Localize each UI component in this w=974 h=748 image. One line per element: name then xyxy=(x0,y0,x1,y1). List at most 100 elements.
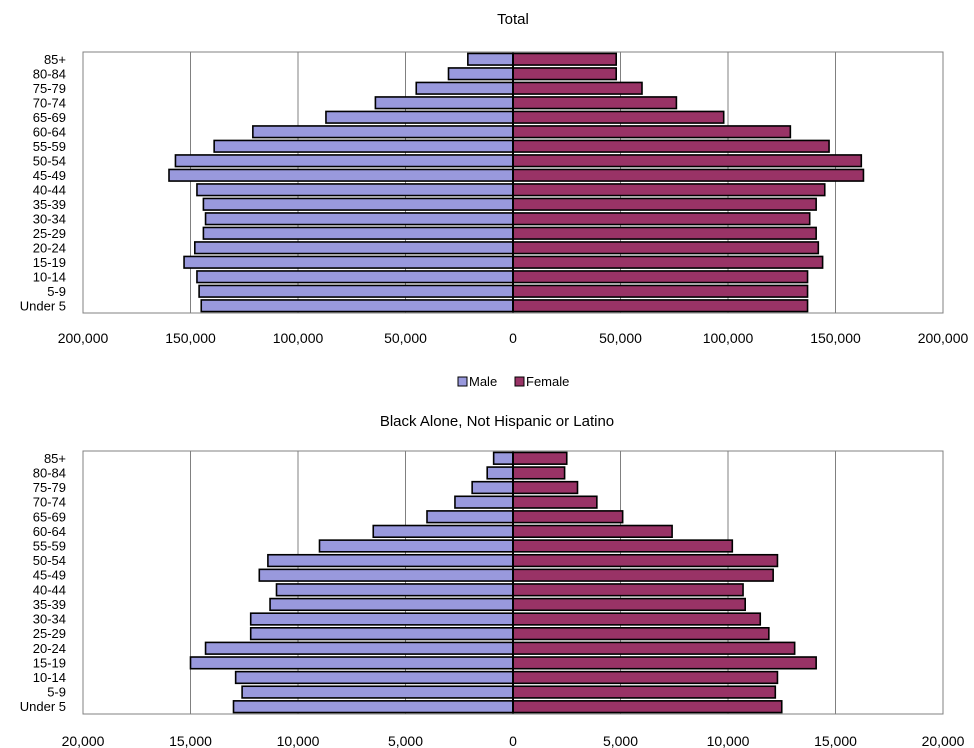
age-group-label: 85+ xyxy=(44,52,66,67)
bar-male xyxy=(213,139,514,153)
bar-female xyxy=(512,626,770,641)
age-group-label: 10-14 xyxy=(33,269,66,284)
bar-male xyxy=(232,700,514,714)
age-group-label: 55-59 xyxy=(33,139,66,154)
bar-female xyxy=(512,139,830,153)
bar-male xyxy=(325,110,514,124)
bar-female xyxy=(512,212,811,226)
age-group-label: Under 5 xyxy=(20,298,66,313)
legend-swatch-female xyxy=(514,376,525,387)
bar-female xyxy=(512,284,809,298)
bar-female xyxy=(512,641,796,655)
bar-male xyxy=(198,284,514,298)
age-group-label: 10-14 xyxy=(33,670,66,685)
age-group-label: 75-79 xyxy=(33,81,66,96)
age-group-label: 45-49 xyxy=(33,168,66,183)
chart-title-black-alone: Black Alone, Not Hispanic or Latino xyxy=(380,413,614,430)
age-group-label: 30-34 xyxy=(33,211,66,226)
bar-female xyxy=(512,270,809,284)
bar-female xyxy=(512,451,568,465)
age-group-label: 20-24 xyxy=(33,240,66,255)
x-tick-label: 5,000 xyxy=(388,733,423,748)
bars xyxy=(168,52,865,313)
bar-female xyxy=(512,110,725,124)
legend-swatch-male xyxy=(457,376,468,387)
age-group-labels: Under 55-910-1415-1920-2425-2930-3435-39… xyxy=(20,52,66,314)
bar-female xyxy=(512,299,809,313)
age-group-label: 20-24 xyxy=(33,641,66,656)
x-tick-label: 20,000 xyxy=(922,733,965,748)
age-group-label: 40-44 xyxy=(33,182,66,197)
age-group-label: 5-9 xyxy=(47,685,66,700)
bar-male xyxy=(374,96,514,110)
bar-male xyxy=(426,510,514,524)
x-tick-label: 10,000 xyxy=(277,733,320,748)
age-group-label: 65-69 xyxy=(33,509,66,524)
age-group-label: 25-29 xyxy=(33,226,66,241)
bar-female xyxy=(512,568,774,582)
bar-female xyxy=(512,125,792,139)
bar-male xyxy=(204,641,514,655)
bar-female xyxy=(512,226,817,240)
age-group-label: 25-29 xyxy=(33,626,66,641)
bar-female xyxy=(512,612,762,626)
bar-female xyxy=(512,52,617,66)
bar-male xyxy=(234,670,514,685)
bar-male xyxy=(467,52,514,66)
x-tick-label: 100,000 xyxy=(273,330,324,346)
bar-male xyxy=(492,451,514,465)
black-alone-pyramid-chart: Black Alone, Not Hispanic or Latino Unde… xyxy=(20,413,965,748)
bar-female xyxy=(512,96,678,110)
bar-male xyxy=(267,553,514,568)
age-group-label: 35-39 xyxy=(33,597,66,612)
age-group-label: 80-84 xyxy=(33,66,66,81)
bar-female xyxy=(512,700,783,714)
bar-female xyxy=(512,168,865,182)
chart-title-total: Total xyxy=(497,11,529,28)
bar-female xyxy=(512,553,779,568)
bar-male xyxy=(252,125,514,139)
bar-female xyxy=(512,670,779,685)
bar-male xyxy=(486,466,514,480)
bar-male xyxy=(241,685,514,699)
age-group-label: 85+ xyxy=(44,451,66,466)
bar-male xyxy=(249,626,514,641)
bar-male xyxy=(275,583,514,597)
age-group-label: 15-19 xyxy=(33,255,66,270)
x-tick-label: 0 xyxy=(509,330,517,346)
x-tick-label: 150,000 xyxy=(165,330,216,346)
bar-female xyxy=(512,685,777,699)
age-group-label: 15-19 xyxy=(33,655,66,670)
total-pyramid-chart: Total Under 55-910-1415-1920-2425-2930-3… xyxy=(20,11,969,346)
bar-female xyxy=(512,656,817,670)
x-tick-label: 200,000 xyxy=(58,330,109,346)
x-tick-label: 50,000 xyxy=(599,330,642,346)
bar-male xyxy=(454,495,514,509)
age-group-label: 80-84 xyxy=(33,465,66,480)
bar-female xyxy=(512,81,643,95)
bar-male xyxy=(183,255,514,269)
bar-male xyxy=(174,154,514,168)
bar-female xyxy=(512,466,566,480)
age-group-label: 30-34 xyxy=(33,612,66,627)
bar-male xyxy=(318,539,514,553)
age-group-label: 70-74 xyxy=(33,495,66,510)
bar-male xyxy=(258,568,514,582)
bars xyxy=(189,451,817,714)
bar-female xyxy=(512,255,824,269)
age-group-label: 45-49 xyxy=(33,568,66,583)
bar-female xyxy=(512,583,744,597)
bar-female xyxy=(512,480,579,495)
bar-male xyxy=(471,480,514,495)
age-group-label: 55-59 xyxy=(33,538,66,553)
bar-male xyxy=(196,270,514,284)
legend-label-female: Female xyxy=(526,374,569,389)
plot-area-border xyxy=(82,51,944,314)
x-tick-label: 15,000 xyxy=(814,733,857,748)
bar-female xyxy=(512,241,820,255)
bar-male xyxy=(202,197,514,211)
bar-female xyxy=(512,539,734,553)
bar-male xyxy=(200,299,514,313)
age-group-label: 50-54 xyxy=(33,553,66,568)
x-tick-label: 15,000 xyxy=(169,733,212,748)
